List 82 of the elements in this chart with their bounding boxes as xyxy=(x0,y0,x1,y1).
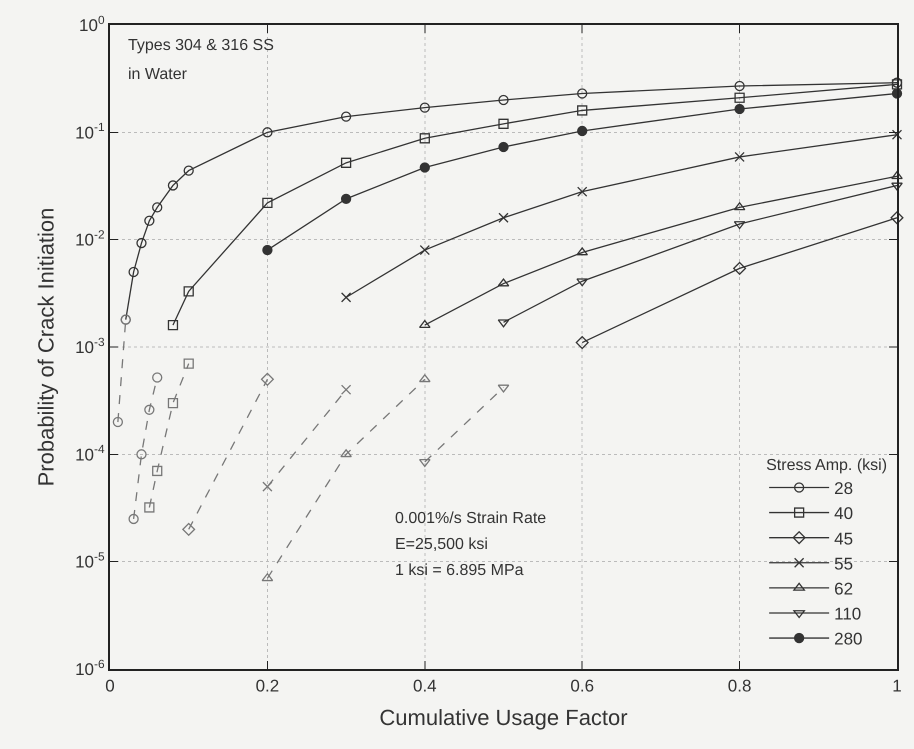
x-tick-label: 0.2 xyxy=(256,676,280,696)
point xyxy=(340,384,352,395)
point xyxy=(498,319,510,328)
point xyxy=(260,372,274,386)
x-tick-label: 0 xyxy=(105,676,115,696)
point xyxy=(152,466,162,476)
legend-label: 110 xyxy=(834,604,862,624)
legend-title: Stress Amp. (ksi) xyxy=(766,456,888,474)
point xyxy=(262,573,274,582)
point xyxy=(577,186,588,197)
point xyxy=(262,244,273,256)
point xyxy=(182,522,196,536)
annotation: Types 304 & 316 SS xyxy=(128,37,274,54)
point xyxy=(168,320,178,330)
y-axis-title: Probability of Crack Initiation xyxy=(33,208,58,486)
point xyxy=(136,238,147,248)
point xyxy=(420,162,430,173)
legend-label: 62 xyxy=(834,580,854,598)
point xyxy=(734,80,745,92)
point xyxy=(734,221,746,230)
y-tick-label: 10$^{-3}$ xyxy=(75,334,105,357)
legend-label: 55 xyxy=(834,554,854,574)
point xyxy=(577,88,588,99)
point xyxy=(577,105,588,116)
legend-label: 45 xyxy=(834,529,854,548)
annotation: E=25,500 ksi xyxy=(395,536,488,553)
point xyxy=(168,180,178,191)
point xyxy=(144,216,154,226)
point xyxy=(152,372,162,383)
point xyxy=(733,262,746,275)
x-tick-label: 0.4 xyxy=(412,676,437,696)
x-tick-label: 1 xyxy=(892,676,902,696)
point xyxy=(128,514,139,524)
x-tick-label: 0.8 xyxy=(728,676,752,696)
y-tick-label: 10$^{0}$ xyxy=(79,12,105,35)
legend-label: 40 xyxy=(834,504,854,524)
annotation: in Water xyxy=(128,66,188,83)
y-tick-label: 10$^{-5}$ xyxy=(75,549,105,572)
point xyxy=(340,194,352,204)
point xyxy=(184,165,194,176)
point xyxy=(340,292,352,303)
point xyxy=(734,92,745,103)
legend-label: 280 xyxy=(834,630,863,649)
point xyxy=(262,481,273,492)
point xyxy=(420,102,430,113)
point xyxy=(498,278,510,286)
legend-label: 28 xyxy=(834,479,854,498)
point xyxy=(184,286,194,296)
point xyxy=(420,244,430,256)
y-tick-label: 10$^{-6}$ xyxy=(75,656,105,679)
x-tick-label: 0.6 xyxy=(570,676,594,696)
point xyxy=(168,398,178,408)
y-tick-label: 10$^{-2}$ xyxy=(75,227,105,250)
point xyxy=(891,171,903,180)
annotation: 1 ksi = 6.895 MPa xyxy=(395,562,524,579)
point xyxy=(890,211,904,224)
point xyxy=(184,358,194,369)
point xyxy=(498,118,509,129)
point xyxy=(144,502,154,513)
point xyxy=(498,142,509,152)
point xyxy=(891,182,903,191)
point xyxy=(152,202,162,213)
point xyxy=(734,202,746,210)
point xyxy=(734,152,745,162)
y-tick-label: 10$^{-4}$ xyxy=(75,442,105,464)
annotation: 0.001%/s Strain Rate xyxy=(395,510,546,527)
point xyxy=(577,126,588,136)
point xyxy=(576,336,589,350)
point xyxy=(420,133,430,144)
x-axis-title: Cumulative Usage Factor xyxy=(379,704,628,730)
point xyxy=(498,94,509,106)
point xyxy=(262,127,273,138)
point xyxy=(340,449,352,458)
point xyxy=(498,212,509,223)
y-tick-label: 10$^{-1}$ xyxy=(75,120,105,142)
point xyxy=(340,158,352,168)
point xyxy=(136,449,147,460)
point xyxy=(144,404,154,415)
point xyxy=(128,266,139,278)
point xyxy=(262,198,273,208)
point xyxy=(734,104,745,114)
point xyxy=(340,112,352,122)
